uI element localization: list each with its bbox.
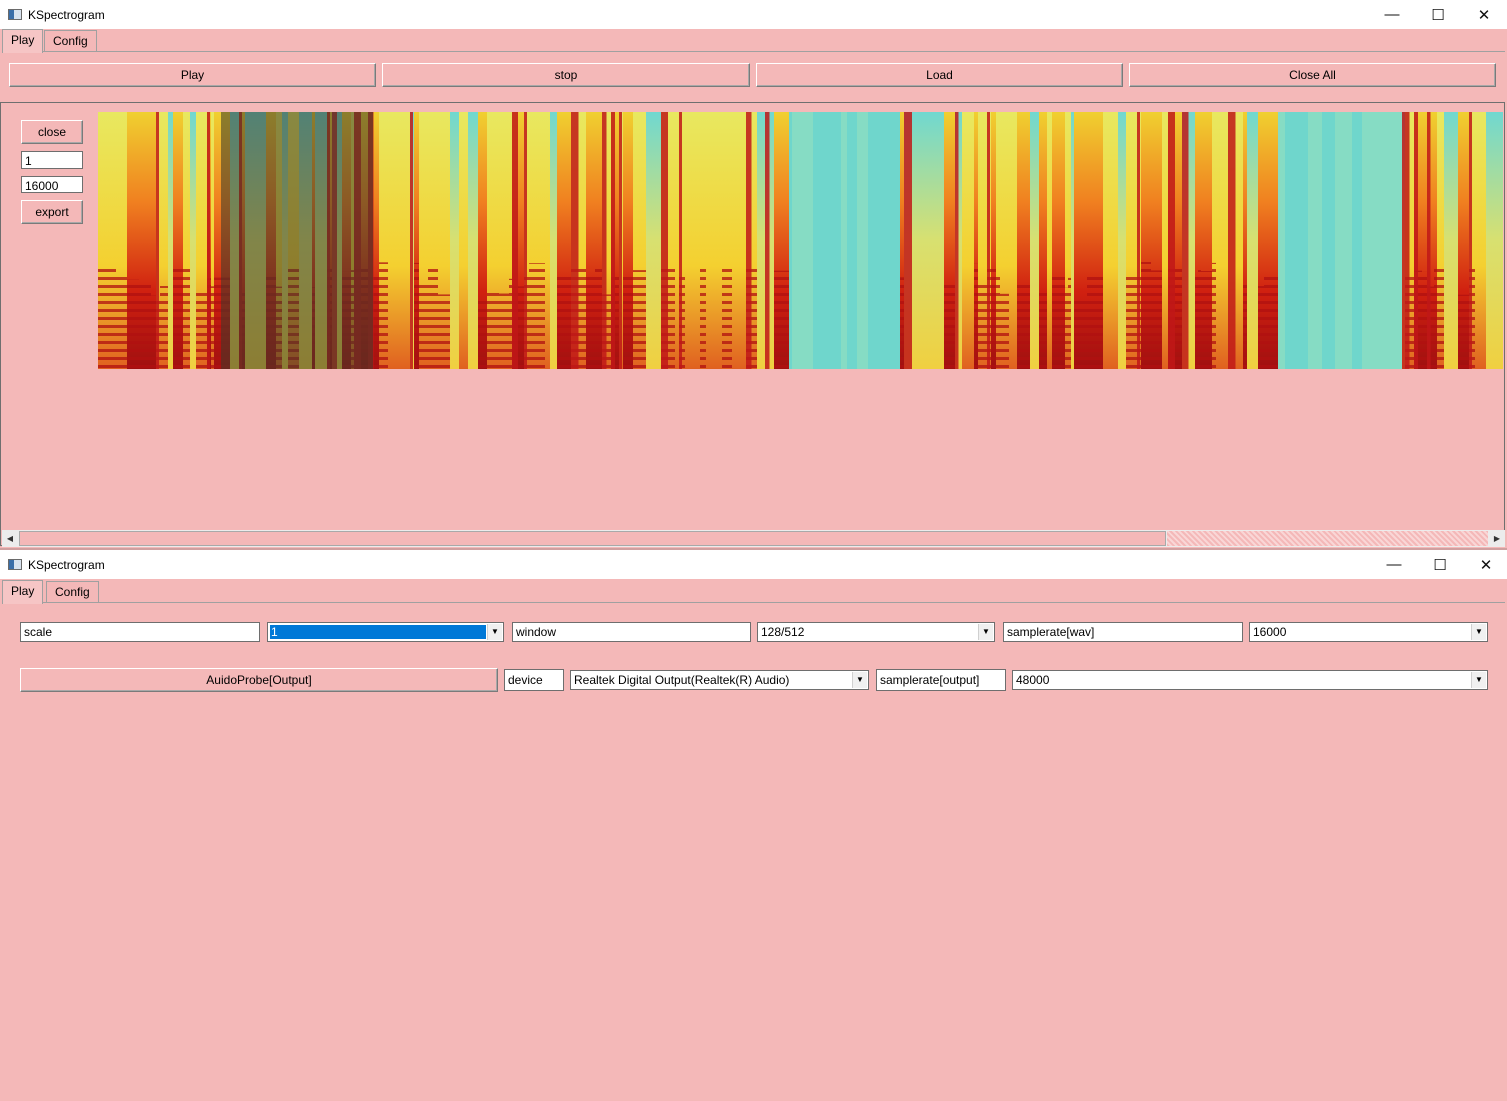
audio-probe-button[interactable]: AuidoProbe[Output] [20, 668, 498, 692]
chevron-down-icon[interactable]: ▼ [487, 624, 502, 640]
channel-field[interactable]: 1 [21, 151, 83, 169]
window-select[interactable]: 128/512 ▼ [757, 622, 995, 642]
spectrogram-window-bottom: KSpectrogram — ☐ ✕ Play Config scale 1 ▼… [0, 550, 1507, 1101]
app-icon [8, 559, 22, 570]
close-window-button[interactable]: ✕ [1479, 556, 1493, 574]
maximize-button[interactable]: ☐ [1431, 6, 1445, 24]
window-divider [0, 548, 1507, 550]
tab-play[interactable]: Play [2, 580, 44, 604]
horizontal-scrollbar[interactable]: ◀ ▶ [2, 530, 1505, 547]
title-bar: KSpectrogram — ☐ ✕ [0, 550, 1507, 579]
scroll-track[interactable] [1167, 531, 1488, 546]
export-button[interactable]: export [21, 200, 83, 224]
tab-play[interactable]: Play [2, 29, 44, 53]
chevron-down-icon[interactable]: ▼ [1471, 672, 1486, 688]
scroll-left-icon[interactable]: ◀ [6, 534, 14, 543]
close-window-button[interactable]: ✕ [1477, 6, 1491, 24]
scale-label-field: scale [20, 622, 260, 642]
chevron-down-icon[interactable]: ▼ [1471, 624, 1486, 640]
samplerate-wav-select[interactable]: 16000 ▼ [1249, 622, 1488, 642]
device-select[interactable]: Realtek Digital Output(Realtek(R) Audio)… [570, 670, 869, 690]
scroll-right-icon[interactable]: ▶ [1493, 534, 1501, 543]
samplerate-output-label-field: samplerate[output] [876, 669, 1006, 691]
spectrogram-window-top: KSpectrogram — ☐ ✕ Play Config Play stop… [0, 0, 1507, 548]
tab-divider [2, 602, 1505, 603]
tab-divider [2, 51, 1505, 52]
chevron-down-icon[interactable]: ▼ [852, 672, 867, 688]
window-title: KSpectrogram [28, 7, 105, 22]
title-bar: KSpectrogram — ☐ ✕ [0, 0, 1507, 29]
samplerate-field[interactable]: 16000 [21, 176, 83, 193]
window-title: KSpectrogram [28, 557, 105, 572]
spectrogram-image[interactable] [98, 112, 1503, 369]
maximize-button[interactable]: ☐ [1433, 556, 1447, 574]
chevron-down-icon[interactable]: ▼ [978, 624, 993, 640]
window-label-field: window [512, 622, 751, 642]
scroll-thumb[interactable] [19, 531, 1166, 546]
load-button[interactable]: Load [756, 63, 1123, 87]
tab-config[interactable]: Config [46, 581, 99, 603]
samplerate-wav-label-field: samplerate[wav] [1003, 622, 1243, 642]
tab-config[interactable]: Config [44, 30, 97, 52]
samplerate-output-select[interactable]: 48000 ▼ [1012, 670, 1488, 690]
stop-button[interactable]: stop [382, 63, 750, 87]
device-label-field: device [504, 669, 564, 691]
minimize-button[interactable]: — [1384, 6, 1400, 23]
selection-overlay [221, 112, 373, 369]
minimize-button[interactable]: — [1386, 556, 1402, 573]
scale-select[interactable]: 1 ▼ [267, 622, 504, 642]
play-button[interactable]: Play [9, 63, 376, 87]
close-button[interactable]: close [21, 120, 83, 144]
app-icon [8, 9, 22, 20]
close-all-button[interactable]: Close All [1129, 63, 1496, 87]
